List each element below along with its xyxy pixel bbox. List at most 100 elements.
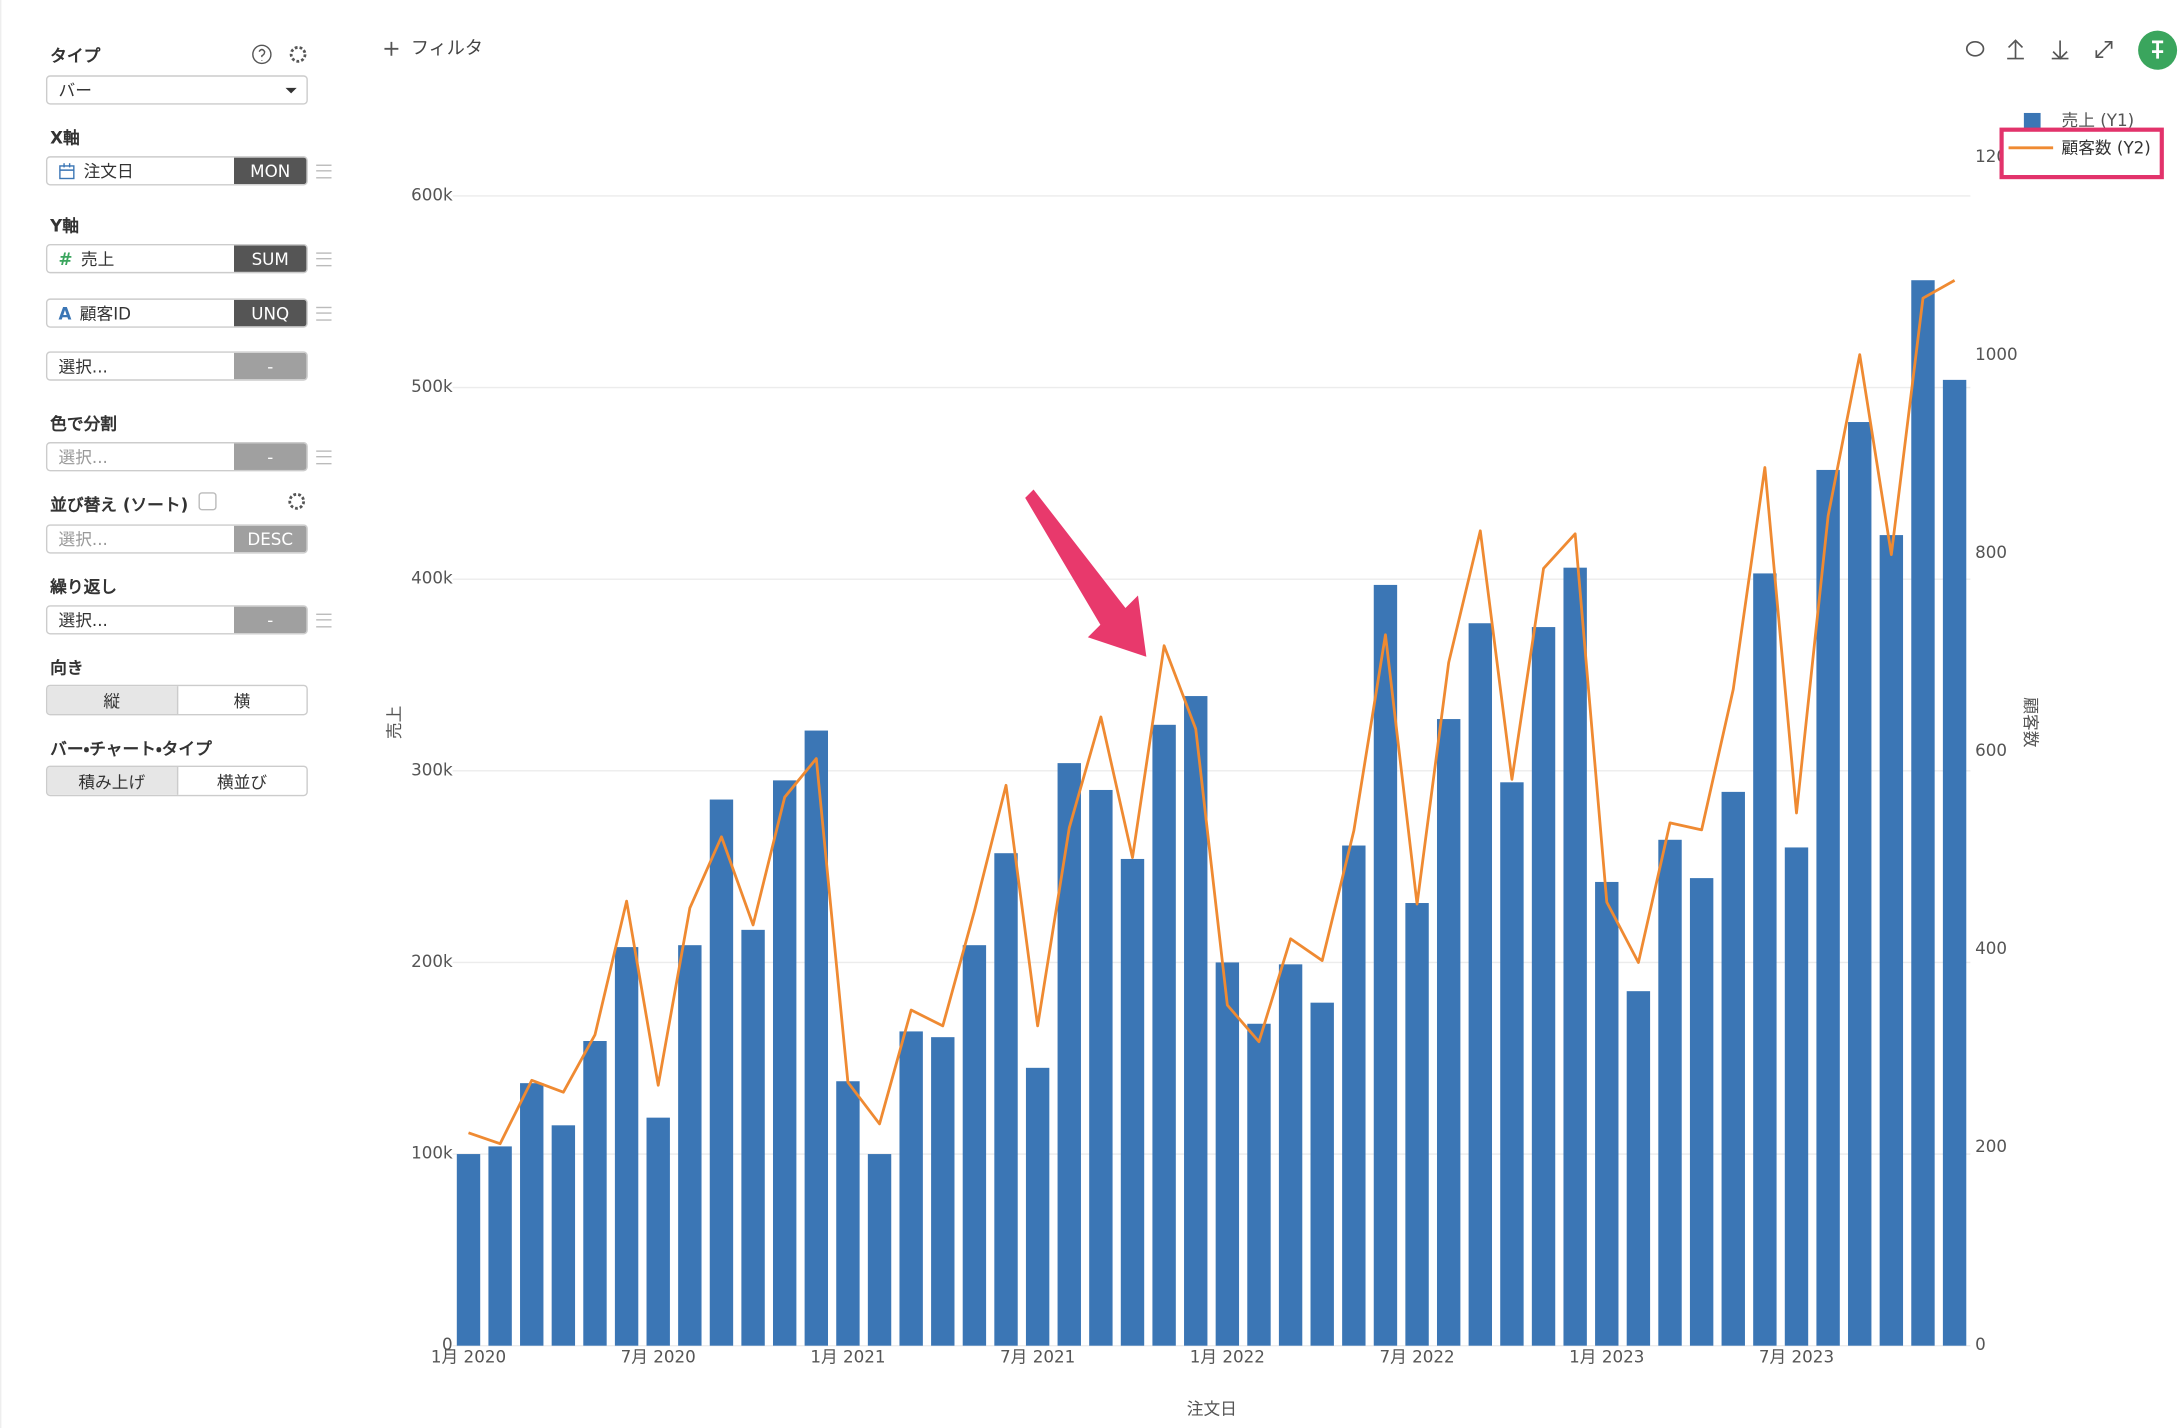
- legend: 売上 (Y1) 顧客数 (Y2): [1999, 110, 2164, 180]
- bar: [1436, 719, 1461, 1346]
- field-text: 売上: [80, 249, 115, 270]
- bar: [931, 1037, 955, 1346]
- bar: [1531, 627, 1556, 1346]
- color-split-label: 色で分割: [50, 414, 118, 434]
- bar: [1152, 724, 1176, 1346]
- toggle-option[interactable]: 積み上げ: [47, 766, 178, 795]
- bar: [741, 929, 765, 1346]
- agg-button[interactable]: -: [234, 352, 307, 380]
- x-tick-label: 1月 2022: [1190, 1347, 1265, 1367]
- bar: [1342, 845, 1366, 1346]
- bar: [772, 780, 797, 1346]
- bar: [709, 799, 734, 1346]
- bar: [1658, 839, 1682, 1346]
- y-tick-label: 400k: [411, 568, 453, 588]
- annotation-arrow: [1025, 489, 1147, 657]
- bar: [1057, 763, 1081, 1346]
- bar: [1215, 962, 1240, 1346]
- x-tick-label: 1月 2021: [810, 1347, 885, 1367]
- y-field-name: A 顧客ID: [47, 300, 234, 326]
- y-field[interactable]: 選択... -: [45, 351, 308, 381]
- drag-handle[interactable]: [316, 164, 332, 179]
- bar: [1689, 878, 1714, 1346]
- agg-button[interactable]: DESC: [234, 525, 307, 553]
- bar: [1942, 379, 1967, 1346]
- bar: [1595, 881, 1619, 1346]
- bar: [1879, 535, 1904, 1346]
- y-tick-label: 200k: [411, 951, 453, 971]
- calendar-icon: [59, 162, 75, 179]
- agg-button[interactable]: UNQ: [234, 299, 307, 327]
- drag-handle[interactable]: [316, 252, 332, 267]
- y2-axis-title: 顧客数: [2021, 697, 2041, 747]
- agg-button[interactable]: MON: [234, 157, 307, 185]
- y2-tick-label: 1000: [1975, 344, 2018, 364]
- y-field[interactable]: # 売上 SUM: [45, 244, 308, 274]
- y2-tick-label: 400: [1975, 938, 2007, 958]
- bar: [520, 1083, 544, 1346]
- agg-button[interactable]: -: [234, 606, 307, 634]
- bar: [1184, 696, 1208, 1346]
- field-placeholder: 選択...: [58, 610, 108, 631]
- bar: [1025, 1067, 1050, 1346]
- settings-icon[interactable]: [288, 492, 306, 510]
- filter-button[interactable]: フィルタ: [411, 38, 483, 59]
- type-select[interactable]: バー: [45, 75, 308, 105]
- bar: [456, 1154, 481, 1346]
- bar: [804, 730, 829, 1346]
- drag-handle[interactable]: [316, 613, 332, 628]
- bar: [583, 1040, 607, 1346]
- field-text: 注文日: [83, 161, 134, 182]
- bar-type-label: バー・チャート・タイプ: [50, 739, 212, 759]
- y-field-name: # 売上: [47, 245, 234, 271]
- bar: [614, 947, 639, 1346]
- y-tick-label: 600k: [411, 184, 453, 204]
- download-icon[interactable]: [2051, 40, 2069, 60]
- bar: [1468, 623, 1493, 1346]
- y2-tick-label: 800: [1975, 542, 2007, 562]
- sort-field[interactable]: 選択... DESC: [45, 524, 308, 554]
- field-placeholder: 選択...: [58, 529, 108, 550]
- repeat-field[interactable]: 選択... -: [45, 605, 308, 635]
- drag-handle[interactable]: [316, 306, 332, 321]
- orientation-toggle: 縦 横: [45, 684, 308, 716]
- help-icon[interactable]: [252, 44, 272, 65]
- expand-icon[interactable]: [2095, 40, 2113, 59]
- bar: [1848, 422, 1872, 1346]
- drag-handle[interactable]: [316, 450, 332, 465]
- plus-icon: [384, 41, 399, 56]
- legend-label: 売上 (Y1): [2061, 110, 2134, 130]
- bar: [899, 1031, 923, 1346]
- sort-checkbox[interactable]: [198, 492, 217, 511]
- number-icon: #: [58, 248, 73, 269]
- legend-label: 顧客数 (Y2): [2061, 138, 2150, 158]
- comment-icon[interactable]: [1965, 40, 1985, 57]
- bar: [1911, 280, 1935, 1346]
- toggle-option[interactable]: 縦: [47, 686, 178, 714]
- x-field[interactable]: 注文日 MON: [45, 156, 308, 186]
- settings-icon[interactable]: [289, 46, 307, 63]
- toggle-option[interactable]: 横並び: [216, 771, 268, 792]
- y-tick-label: 100k: [411, 1143, 453, 1163]
- y2-tick-label: 600: [1975, 740, 2007, 760]
- bar: [994, 853, 1018, 1346]
- legend-bg: [2002, 131, 2161, 176]
- bar: [1373, 584, 1398, 1346]
- y-tick-label: 300k: [411, 759, 453, 779]
- sort-label: 並び替え (ソート): [50, 495, 189, 515]
- bar: [1753, 573, 1777, 1346]
- field-placeholder: 選択...: [58, 447, 108, 468]
- bar: [836, 1081, 860, 1346]
- agg-button[interactable]: SUM: [234, 245, 307, 272]
- y-field[interactable]: A 顧客ID UNQ: [45, 298, 308, 328]
- share-icon[interactable]: [2007, 39, 2024, 60]
- bar: [1405, 903, 1429, 1346]
- toggle-option[interactable]: 横: [233, 690, 251, 711]
- type-label: タイプ: [50, 46, 101, 66]
- toolbar-filter[interactable]: フィルタ: [384, 38, 483, 59]
- agg-button[interactable]: -: [234, 443, 307, 470]
- color-field[interactable]: 選択... -: [45, 442, 308, 472]
- y-tick-label: 500k: [411, 376, 453, 396]
- x-tick-label: 7月 2020: [621, 1347, 696, 1367]
